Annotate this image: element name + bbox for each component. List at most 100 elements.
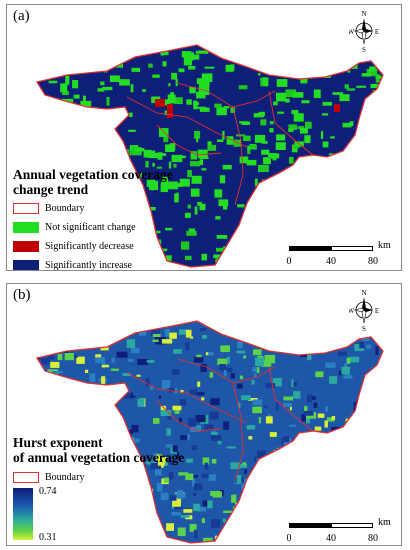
raster-cell (201, 397, 205, 401)
raster-cell (188, 65, 196, 70)
raster-cell (253, 251, 260, 257)
raster-cell (100, 389, 104, 399)
raster-cell (201, 473, 212, 478)
raster-cell (235, 53, 241, 56)
raster-cell (268, 153, 278, 157)
raster-cell (373, 207, 377, 210)
raster-cell (324, 420, 328, 428)
region-boundary (35, 44, 384, 268)
raster-cell (275, 454, 282, 459)
raster-cell (350, 337, 354, 344)
raster-cell (85, 141, 92, 145)
raster-cell (315, 186, 320, 193)
raster-cell (78, 325, 82, 334)
raster-cell (322, 507, 329, 512)
panel-b: (b) N S W E Hurst exponent of annual veg… (6, 283, 402, 546)
raster-cell (177, 527, 186, 537)
raster-cell (222, 261, 229, 267)
raster-cell (150, 462, 161, 470)
raster-cell (219, 364, 226, 370)
raster-cell (365, 139, 376, 148)
raster-cell (125, 47, 129, 55)
raster-cell (256, 498, 265, 505)
raster-cell (355, 450, 366, 458)
raster-cell (64, 353, 74, 361)
raster-cell (264, 216, 275, 220)
raster-cell (130, 347, 140, 354)
raster-cell (291, 69, 302, 78)
raster-cell (358, 128, 368, 138)
raster-cell (260, 119, 267, 126)
raster-cell (338, 191, 347, 196)
raster-cell (56, 422, 67, 427)
raster-cell (241, 395, 251, 401)
legend-title: of annual vegetation coverage (13, 450, 185, 465)
raster-cell (115, 57, 119, 61)
raster-cell (326, 344, 332, 352)
raster-cell (106, 97, 110, 106)
raster-cell (304, 181, 315, 185)
legend-swatch (13, 240, 39, 252)
raster-cell (171, 512, 181, 516)
raster-cell (375, 75, 382, 79)
raster-cell (357, 230, 362, 234)
raster-cell (322, 141, 329, 148)
raster-cell (374, 497, 382, 507)
raster-cell (241, 121, 251, 125)
raster-cell (373, 211, 381, 218)
raster-cell (231, 45, 238, 52)
raster-cell (341, 62, 346, 69)
raster-cell (260, 526, 265, 535)
raster-cell (291, 145, 300, 149)
raster-cell (291, 329, 294, 339)
raster-cell (341, 497, 345, 505)
raster-cell (370, 84, 381, 89)
raster-cell (367, 97, 378, 101)
raster-cell (320, 131, 324, 139)
raster-cell (300, 77, 308, 84)
raster-cell (313, 443, 324, 452)
raster-cell (287, 222, 296, 226)
raster-cell (336, 459, 339, 464)
raster-cell (189, 86, 196, 94)
raster-cell (220, 257, 223, 261)
raster-cell (192, 479, 195, 487)
raster-cell (251, 241, 255, 248)
raster-cell (129, 112, 133, 117)
raster-cell (292, 144, 298, 153)
raster-cell (376, 108, 380, 115)
raster-cell (238, 54, 244, 59)
raster-cell (167, 94, 176, 104)
raster-cell (175, 78, 178, 87)
raster-cell (353, 402, 357, 411)
raster-cell (328, 476, 339, 485)
raster-cell (261, 360, 272, 367)
raster-cell (216, 107, 227, 116)
raster-cell (112, 419, 122, 423)
raster-cell (178, 472, 188, 476)
raster-cell (154, 337, 166, 345)
raster-cell (354, 210, 362, 218)
raster-cell (287, 493, 293, 502)
raster-cell (216, 235, 228, 239)
raster-cell (282, 55, 288, 59)
raster-cell (153, 230, 161, 234)
raster-cell (299, 144, 302, 147)
raster-cell (258, 417, 261, 424)
raster-cell (346, 357, 351, 364)
raster-cell (227, 254, 231, 262)
raster-cell (331, 416, 336, 421)
raster-cell (164, 328, 170, 337)
raster-cell (194, 130, 201, 139)
raster-cell (307, 209, 316, 217)
raster-cell (211, 432, 218, 435)
raster-cell (261, 141, 268, 144)
raster-cell (304, 135, 311, 144)
raster-cell (83, 50, 92, 57)
raster-cell (209, 372, 214, 378)
raster-cell (44, 417, 55, 420)
raster-cell (248, 398, 258, 401)
raster-cell (89, 373, 96, 383)
compass-s: S (362, 325, 366, 332)
raster-cell (247, 147, 251, 154)
